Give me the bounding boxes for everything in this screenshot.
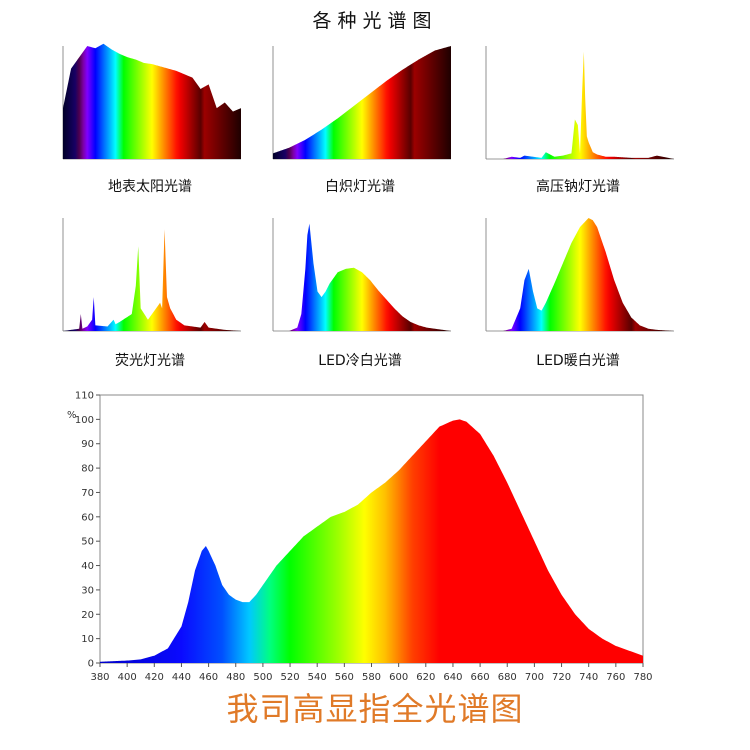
y-tick-label: 0 — [88, 659, 94, 670]
spectrum-area — [486, 51, 674, 159]
incandescent-spectrum-chart — [272, 46, 451, 160]
spectrum-area — [273, 223, 451, 331]
y-tick-label: 20 — [81, 610, 94, 621]
spectrum-area — [486, 218, 674, 331]
sodium-spectrum-caption: 高压钠灯光谱 — [536, 179, 620, 195]
y-tick-label: 40 — [81, 561, 94, 572]
mini-axes — [485, 46, 674, 160]
spectrum-area — [63, 43, 241, 159]
x-tick-label: 520 — [281, 672, 300, 683]
solar-spectrum-caption: 地表太阳光谱 — [108, 179, 192, 195]
y-tick-label: 10 — [81, 634, 94, 645]
x-tick-label: 540 — [308, 672, 327, 683]
led-cool-white-spectrum-chart — [272, 218, 451, 332]
x-tick-label: 740 — [579, 672, 598, 683]
x-tick-label: 660 — [471, 672, 490, 683]
y-tick-label: 60 — [81, 512, 94, 523]
y-tick-label: 110 — [75, 391, 94, 402]
full-spectrum-chart: 0 10 20 30 40 50 60 70 80 90 100 110 380 400 420 440 460… — [67, 391, 653, 684]
x-tick-label: 780 — [633, 672, 652, 683]
fluorescent-spectrum-chart — [62, 218, 241, 332]
x-tick-label: 580 — [362, 672, 381, 683]
x-tick-label: 560 — [335, 672, 354, 683]
fluorescent-spectrum-caption: 荧光灯光谱 — [115, 353, 185, 369]
x-tick-label: 420 — [145, 672, 164, 683]
led-warm-white-spectrum-chart — [485, 218, 674, 332]
x-tick-label: 500 — [253, 672, 272, 683]
x-tick-label: 680 — [498, 672, 517, 683]
led-warm-white-spectrum-caption: LED暖白光谱 — [536, 353, 620, 369]
x-tick-label: 620 — [416, 672, 435, 683]
full-spectrum-caption: 我司高显指全光谱图 — [226, 690, 524, 728]
y-tick-label: 80 — [81, 464, 94, 475]
sodium-spectrum-chart — [485, 46, 674, 160]
y-tick-label: 50 — [81, 537, 94, 548]
solar-spectrum-chart — [62, 43, 241, 160]
x-tick-label: 760 — [606, 672, 625, 683]
x-tick-label: 440 — [172, 672, 191, 683]
y-tick-label: 100 — [75, 415, 94, 426]
x-tick-label: 380 — [90, 672, 109, 683]
x-tick-label: 460 — [199, 672, 218, 683]
y-tick-label: 30 — [81, 585, 94, 596]
x-tick-label: 640 — [443, 672, 462, 683]
y-axis-label: % — [67, 410, 77, 421]
y-tick-label: 90 — [81, 439, 94, 450]
x-tick-label: 600 — [389, 672, 408, 683]
x-tick-label: 480 — [226, 672, 245, 683]
incandescent-spectrum-caption: 白炽灯光谱 — [325, 179, 395, 195]
mini-axes — [62, 218, 241, 332]
x-tick-label: 720 — [552, 672, 571, 683]
x-tick-label: 700 — [525, 672, 544, 683]
spectrum-area — [63, 229, 241, 331]
led-cool-white-spectrum-caption: LED冷白光谱 — [318, 353, 402, 369]
y-tick-label: 70 — [81, 488, 94, 499]
x-tick-label: 400 — [118, 672, 137, 683]
spectrum-area — [100, 419, 643, 663]
page-title: 各种光谱图 — [312, 10, 438, 32]
spectrum-area — [273, 46, 451, 159]
